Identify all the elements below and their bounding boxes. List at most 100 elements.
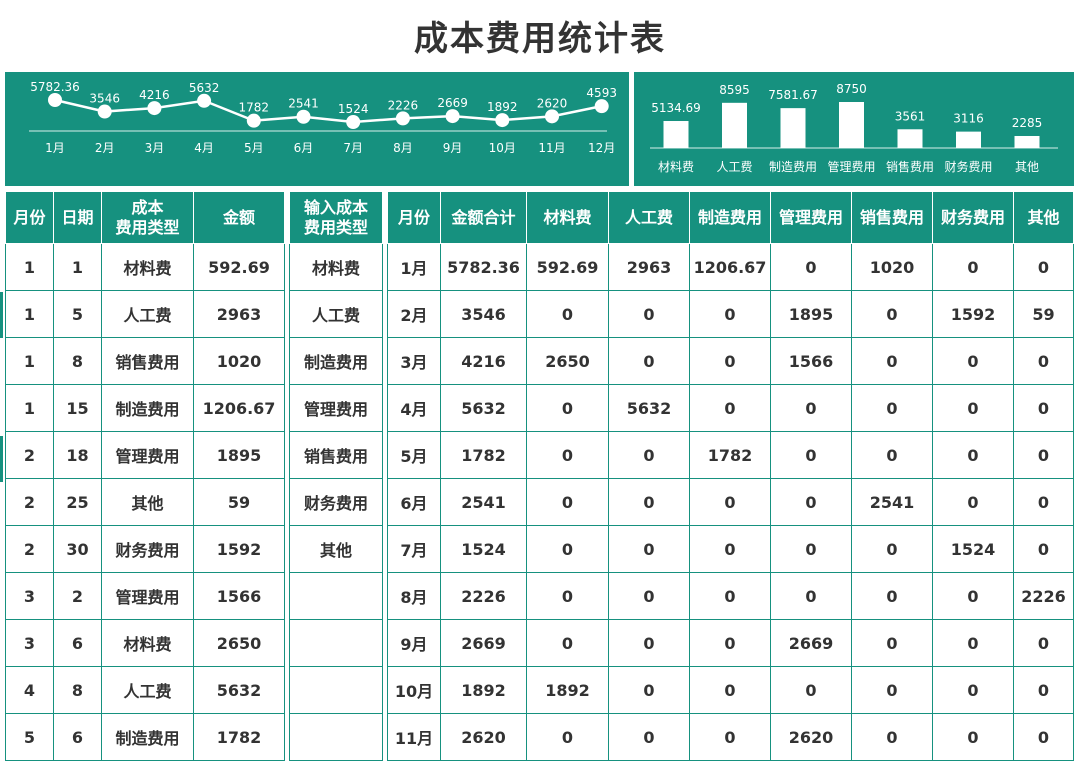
table-cell[interactable]: 0: [851, 290, 933, 338]
table-cell[interactable]: 0: [608, 431, 690, 479]
table-cell[interactable]: 0: [851, 525, 933, 573]
table-cell[interactable]: 592.69: [193, 243, 285, 291]
table-cell[interactable]: 1566: [193, 572, 285, 620]
table-cell[interactable]: 18: [53, 431, 102, 479]
table-cell[interactable]: 5782.36: [440, 243, 527, 291]
table-cell[interactable]: 制造费用: [101, 384, 194, 432]
table-cell[interactable]: 5632: [440, 384, 527, 432]
table-cell[interactable]: 0: [851, 572, 933, 620]
table-cell[interactable]: 0: [932, 243, 1014, 291]
table-cell[interactable]: 1895: [193, 431, 285, 479]
expense-type-cell[interactable]: 销售费用: [289, 431, 383, 479]
table-cell[interactable]: 0: [770, 478, 852, 526]
table-cell[interactable]: 0: [608, 478, 690, 526]
table-cell[interactable]: 5月: [387, 431, 441, 479]
table-cell[interactable]: 30: [53, 525, 102, 573]
table-cell[interactable]: 0: [689, 666, 771, 714]
table-cell[interactable]: 0: [689, 478, 771, 526]
table-cell[interactable]: 5632: [608, 384, 690, 432]
table-cell[interactable]: 0: [608, 337, 690, 385]
table-cell[interactable]: 1892: [526, 666, 609, 714]
table-cell[interactable]: 6: [53, 713, 102, 761]
table-cell[interactable]: 592.69: [526, 243, 609, 291]
table-cell[interactable]: 2541: [440, 478, 527, 526]
table-cell[interactable]: 1020: [193, 337, 285, 385]
table-cell[interactable]: 0: [608, 666, 690, 714]
table-cell[interactable]: 8: [53, 337, 102, 385]
table-cell[interactable]: 0: [1013, 713, 1074, 761]
table-cell[interactable]: 0: [932, 431, 1014, 479]
table-cell[interactable]: 人工费: [101, 666, 194, 714]
table-cell[interactable]: 2963: [193, 290, 285, 338]
expense-type-cell[interactable]: 管理费用: [289, 384, 383, 432]
table-cell[interactable]: 1524: [440, 525, 527, 573]
table-cell[interactable]: 0: [1013, 478, 1074, 526]
table-cell[interactable]: 2669: [440, 619, 527, 667]
table-cell[interactable]: 6: [53, 619, 102, 667]
table-cell[interactable]: 25: [53, 478, 102, 526]
table-cell[interactable]: 0: [608, 290, 690, 338]
table-cell[interactable]: 0: [526, 525, 609, 573]
table-cell[interactable]: 2月: [387, 290, 441, 338]
table-cell[interactable]: 1782: [193, 713, 285, 761]
table-cell[interactable]: 0: [851, 384, 933, 432]
table-cell[interactable]: 4216: [440, 337, 527, 385]
table-cell[interactable]: 人工费: [101, 290, 194, 338]
table-cell[interactable]: 1020: [851, 243, 933, 291]
table-cell[interactable]: 2: [5, 525, 54, 573]
table-cell[interactable]: 2226: [1013, 572, 1074, 620]
table-cell[interactable]: 0: [1013, 666, 1074, 714]
table-cell[interactable]: 0: [689, 290, 771, 338]
table-cell[interactable]: 1: [5, 243, 54, 291]
table-cell[interactable]: 9月: [387, 619, 441, 667]
table-cell[interactable]: 0: [689, 572, 771, 620]
table-cell[interactable]: 0: [770, 572, 852, 620]
table-cell[interactable]: 0: [608, 525, 690, 573]
table-cell[interactable]: 0: [608, 713, 690, 761]
table-cell[interactable]: 0: [1013, 337, 1074, 385]
table-cell[interactable]: 1206.67: [689, 243, 771, 291]
table-cell[interactable]: 其他: [101, 478, 194, 526]
table-cell[interactable]: 3: [5, 572, 54, 620]
table-cell[interactable]: 0: [526, 478, 609, 526]
table-cell[interactable]: 1: [5, 337, 54, 385]
table-cell[interactable]: 2620: [440, 713, 527, 761]
table-cell[interactable]: 0: [932, 337, 1014, 385]
table-cell[interactable]: 销售费用: [101, 337, 194, 385]
table-cell[interactable]: 4: [5, 666, 54, 714]
table-cell[interactable]: 0: [770, 431, 852, 479]
table-cell[interactable]: 8: [53, 666, 102, 714]
table-cell[interactable]: 6月: [387, 478, 441, 526]
table-cell[interactable]: 5: [5, 713, 54, 761]
table-cell[interactable]: 1: [53, 243, 102, 291]
table-cell[interactable]: 0: [851, 431, 933, 479]
table-cell[interactable]: 2226: [440, 572, 527, 620]
table-cell[interactable]: 5632: [193, 666, 285, 714]
table-cell[interactable]: 59: [193, 478, 285, 526]
table-cell[interactable]: 0: [770, 525, 852, 573]
table-cell[interactable]: 2: [53, 572, 102, 620]
table-cell[interactable]: 11月: [387, 713, 441, 761]
table-cell[interactable]: 5: [53, 290, 102, 338]
table-cell[interactable]: 1592: [193, 525, 285, 573]
table-cell[interactable]: 0: [932, 713, 1014, 761]
table-cell[interactable]: 0: [932, 666, 1014, 714]
table-cell[interactable]: 0: [1013, 243, 1074, 291]
expense-type-cell[interactable]: [289, 666, 383, 714]
table-cell[interactable]: 15: [53, 384, 102, 432]
table-cell[interactable]: 0: [932, 572, 1014, 620]
expense-type-cell[interactable]: 财务费用: [289, 478, 383, 526]
expense-type-cell[interactable]: 人工费: [289, 290, 383, 338]
table-cell[interactable]: 材料费: [101, 619, 194, 667]
table-cell[interactable]: 1892: [440, 666, 527, 714]
table-cell[interactable]: 0: [1013, 384, 1074, 432]
table-cell[interactable]: 59: [1013, 290, 1074, 338]
table-cell[interactable]: 0: [1013, 619, 1074, 667]
table-cell[interactable]: 0: [526, 290, 609, 338]
table-cell[interactable]: 2650: [526, 337, 609, 385]
table-cell[interactable]: 0: [932, 478, 1014, 526]
table-cell[interactable]: 2650: [193, 619, 285, 667]
table-cell[interactable]: 0: [851, 619, 933, 667]
table-cell[interactable]: 0: [1013, 525, 1074, 573]
table-cell[interactable]: 0: [851, 713, 933, 761]
